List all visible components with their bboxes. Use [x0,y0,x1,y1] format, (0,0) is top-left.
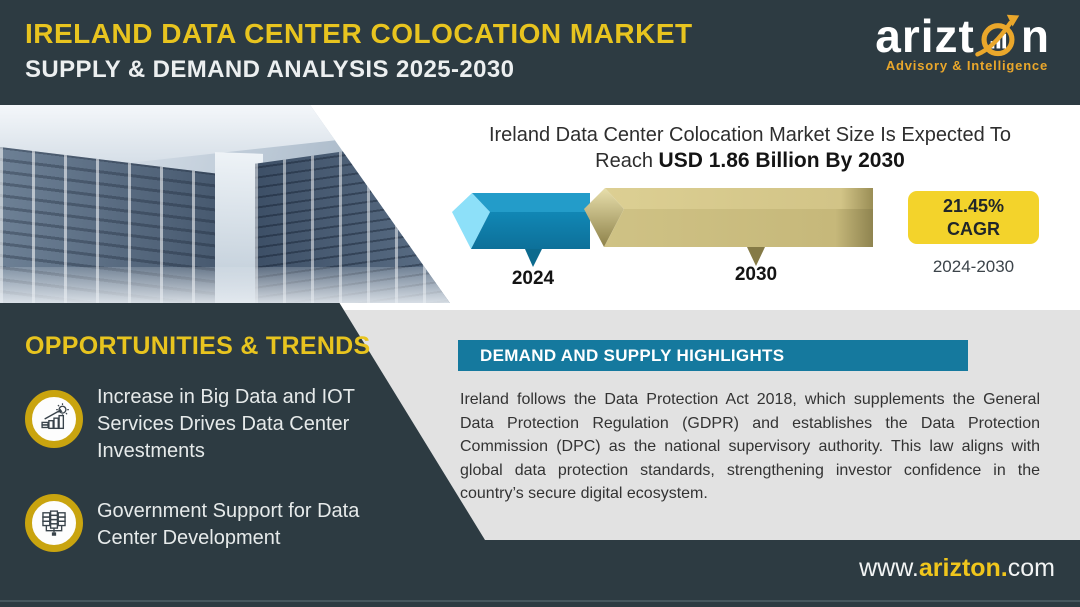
url-suffix: com [1007,554,1055,582]
bar-2024-front-face [471,212,590,249]
logo-text-left: arizt [875,10,975,62]
logo-text-right: n [1020,10,1050,62]
bar-2030-top-face [605,188,873,209]
opportunity-item-2-badge [25,494,83,552]
bar-2024-top-face [472,193,590,212]
photo-floor [0,267,450,303]
logo-tagline: Advisory & Intelligence [885,58,1048,73]
chart-headline-line2-bold: USD 1.86 Billion By 2030 [658,149,905,172]
chart-headline: Ireland Data Center Colocation Market Si… [455,122,1045,174]
bar-label-2030: 2030 [734,264,778,285]
opportunity-item-2-text: Government Support for Data Center Devel… [97,500,360,549]
cagr-period: 2024-2030 [932,257,1015,276]
arizton-circle-arrow-logo-icon [975,14,1020,57]
server-stack-icon [42,510,66,536]
url-brand: arizton. [918,554,1008,582]
arizton-logo-wordmark: arizt n [875,10,1050,62]
chart-headline-line2-prefix: Reach [595,150,659,172]
page-title: IRELAND DATA CENTER COLOCATION MARKET [25,18,693,49]
opportunity-item-1-text: Increase in Big Data and IOT Services Dr… [97,386,355,462]
bar-2024 [452,193,590,267]
cagr-label: CAGR [947,218,1000,239]
data-center-photo [0,105,450,303]
bar-2030 [584,188,873,266]
bar-2030-pointer [747,247,765,266]
bar-2024-end-cap [452,193,490,249]
website-url[interactable]: www.arizton.com [859,554,1055,583]
cagr-value: 21.45% [942,195,1005,216]
footer-divider [0,600,1080,602]
arizton-logo: arizt n Advisory & Intelligence [875,10,1050,73]
bar-label-2024: 2024 [511,268,555,289]
highlights-body: Ireland follows the Data Protection Act … [460,391,1040,502]
opportunities-heading: OPPORTUNITIES & TRENDS [25,332,371,360]
bar-2030-end-cap [584,188,624,247]
highlights-heading-bar: DEMAND AND SUPPLY HIGHLIGHTS [458,340,968,371]
bar-2024-pointer [525,249,542,267]
url-prefix: www. [859,554,919,582]
header-band: IRELAND DATA CENTER COLOCATION MARKET SU… [0,0,1080,105]
page-subtitle: SUPPLY & DEMAND ANALYSIS 2025-2030 [25,56,515,83]
bar-2030-front-face [604,209,873,247]
cagr-badge: 21.45% CAGR [908,191,1039,244]
highlights-heading: DEMAND AND SUPPLY HIGHLIGHTS [480,346,785,365]
chart-headline-line1: Ireland Data Center Colocation Market Si… [488,124,1012,146]
opportunity-item-1-badge [25,390,83,448]
growth-chart-gear-icon [41,403,69,430]
footer-band [0,540,1080,607]
